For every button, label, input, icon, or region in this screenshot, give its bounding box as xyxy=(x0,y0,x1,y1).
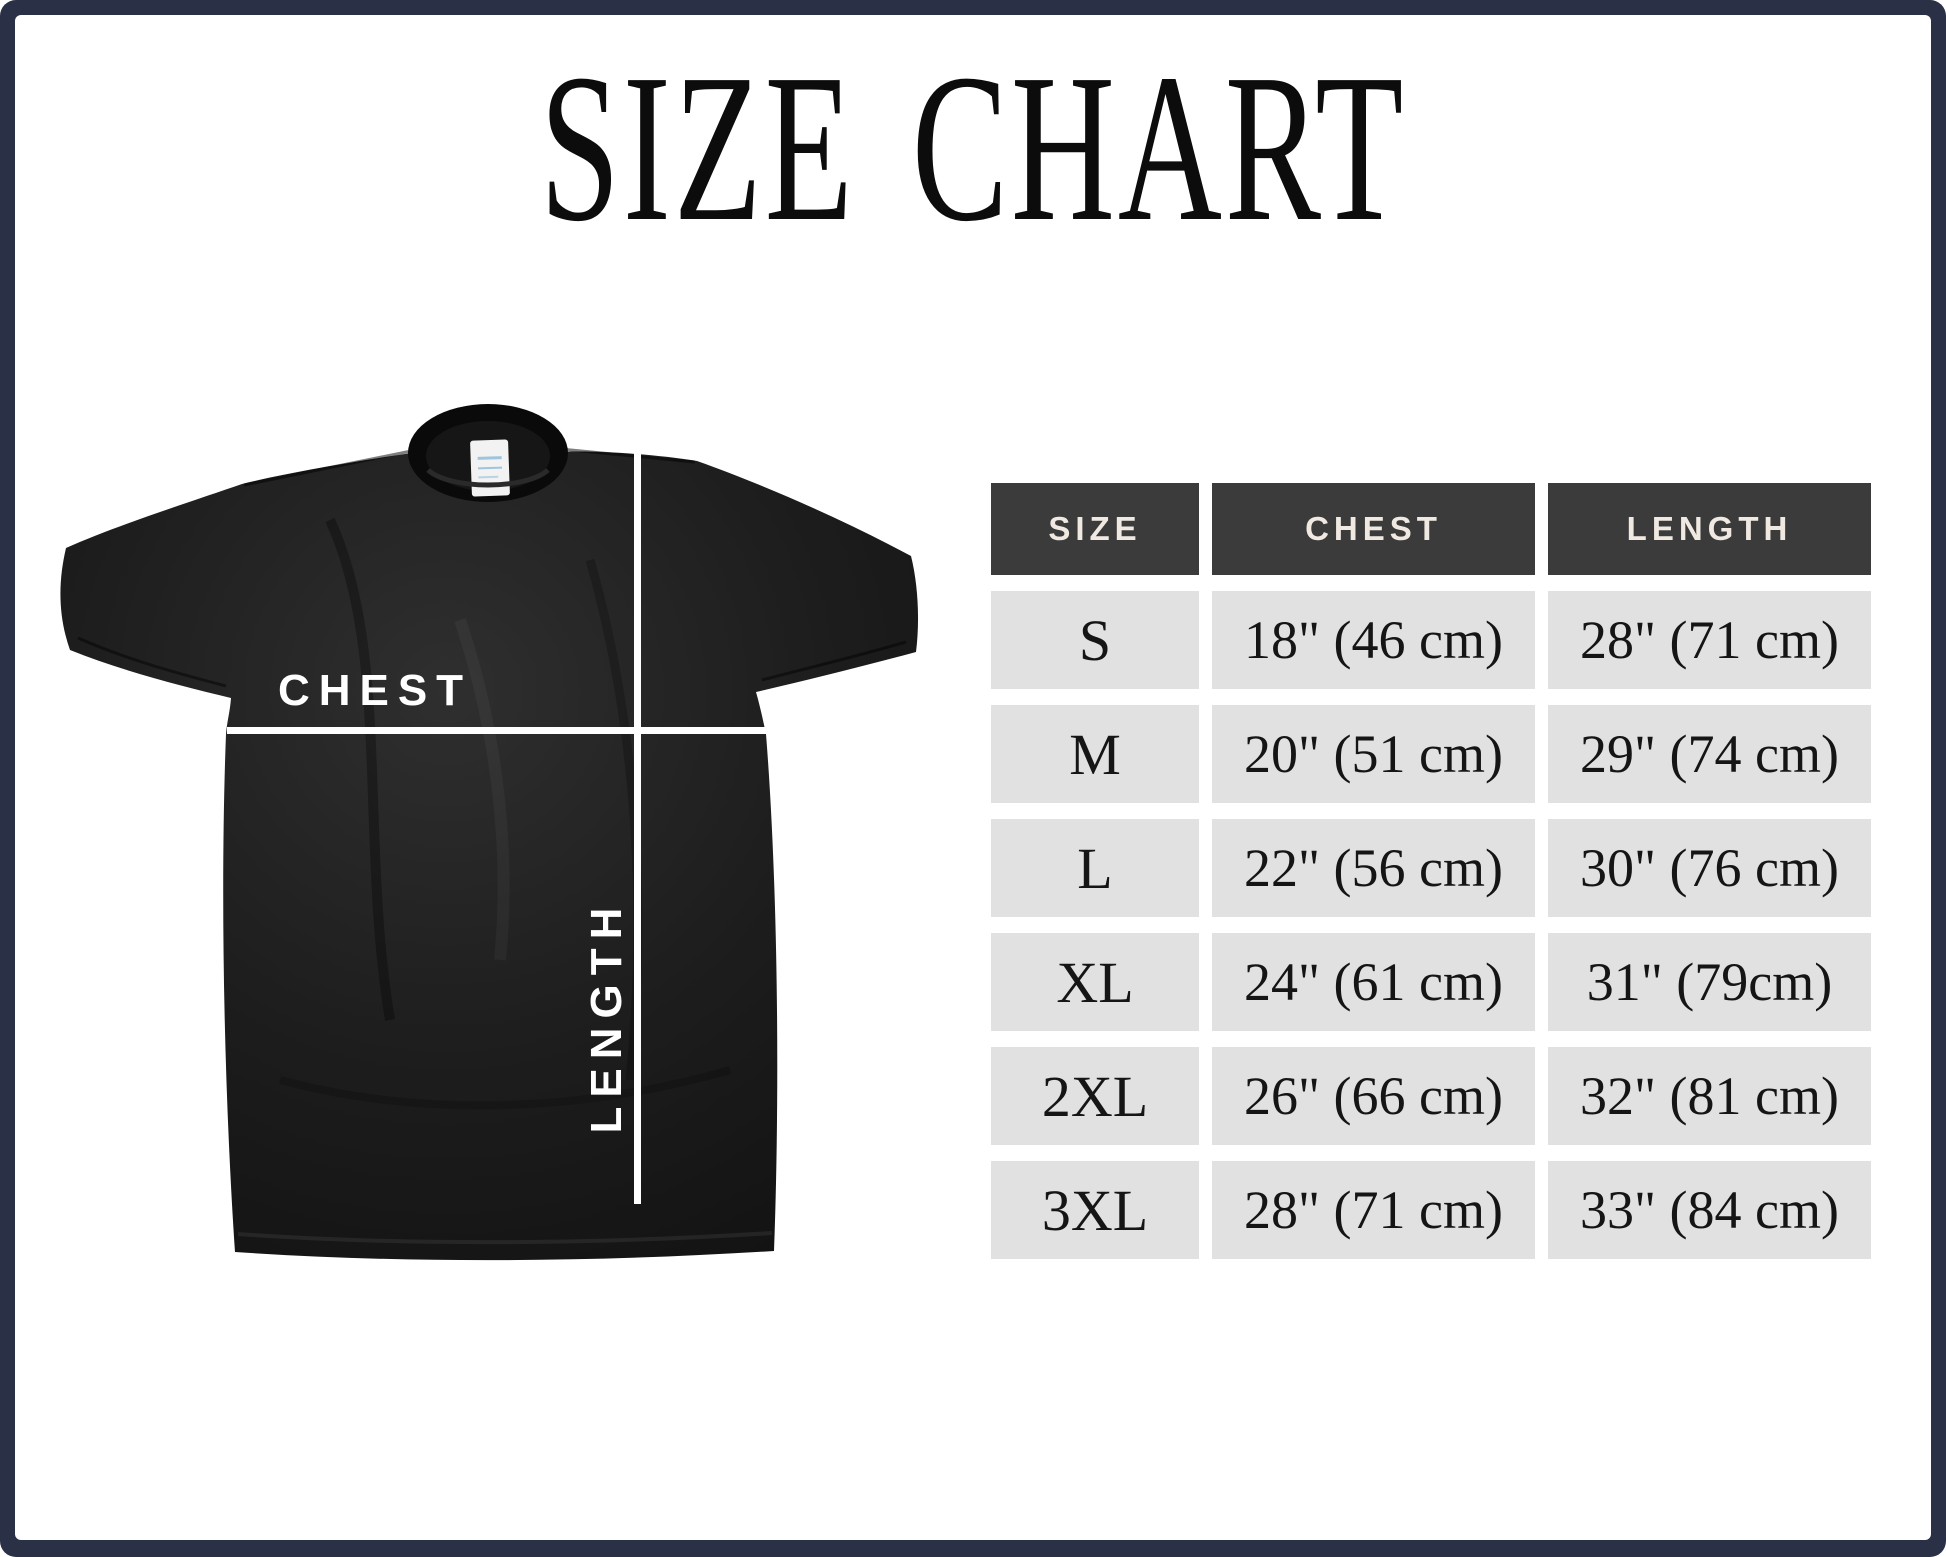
table-cell-chest: 24" (61 cm) xyxy=(1212,933,1535,1031)
table-cell-size: L xyxy=(991,819,1199,917)
column-header-chest: CHEST xyxy=(1212,483,1535,575)
table-cell-chest: 28" (71 cm) xyxy=(1212,1161,1535,1259)
table-cell-length: 33" (84 cm) xyxy=(1548,1161,1871,1259)
table-cell-length: 30" (76 cm) xyxy=(1548,819,1871,917)
tshirt-image xyxy=(60,404,919,1261)
table-cell-chest: 22" (56 cm) xyxy=(1212,819,1535,917)
table-cell-length: 29" (74 cm) xyxy=(1548,705,1871,803)
length-measure-line xyxy=(634,428,641,1204)
tshirt-figure xyxy=(30,320,980,1350)
table-cell-chest: 26" (66 cm) xyxy=(1212,1047,1535,1145)
column-header-length: LENGTH xyxy=(1548,483,1871,575)
column-header-size: SIZE xyxy=(991,483,1199,575)
table-cell-length: 32" (81 cm) xyxy=(1548,1047,1871,1145)
chest-measure-line xyxy=(227,727,855,734)
table-cell-length: 31" (79cm) xyxy=(1548,933,1871,1031)
size-table: SIZE CHEST LENGTH S 18" (46 cm) 28" (71 … xyxy=(991,483,1871,1259)
length-label: LENGTH xyxy=(582,898,631,1134)
table-cell-chest: 20" (51 cm) xyxy=(1212,705,1535,803)
chest-label: CHEST xyxy=(277,666,473,715)
neck-tag xyxy=(470,439,510,497)
table-cell-size: S xyxy=(991,591,1199,689)
page-title: SIZE CHART xyxy=(539,30,1407,265)
table-cell-length: 28" (71 cm) xyxy=(1548,591,1871,689)
table-cell-size: 3XL xyxy=(991,1161,1199,1259)
table-cell-size: M xyxy=(991,705,1199,803)
table-cell-chest: 18" (46 cm) xyxy=(1212,591,1535,689)
table-cell-size: XL xyxy=(991,933,1199,1031)
table-cell-size: 2XL xyxy=(991,1047,1199,1145)
